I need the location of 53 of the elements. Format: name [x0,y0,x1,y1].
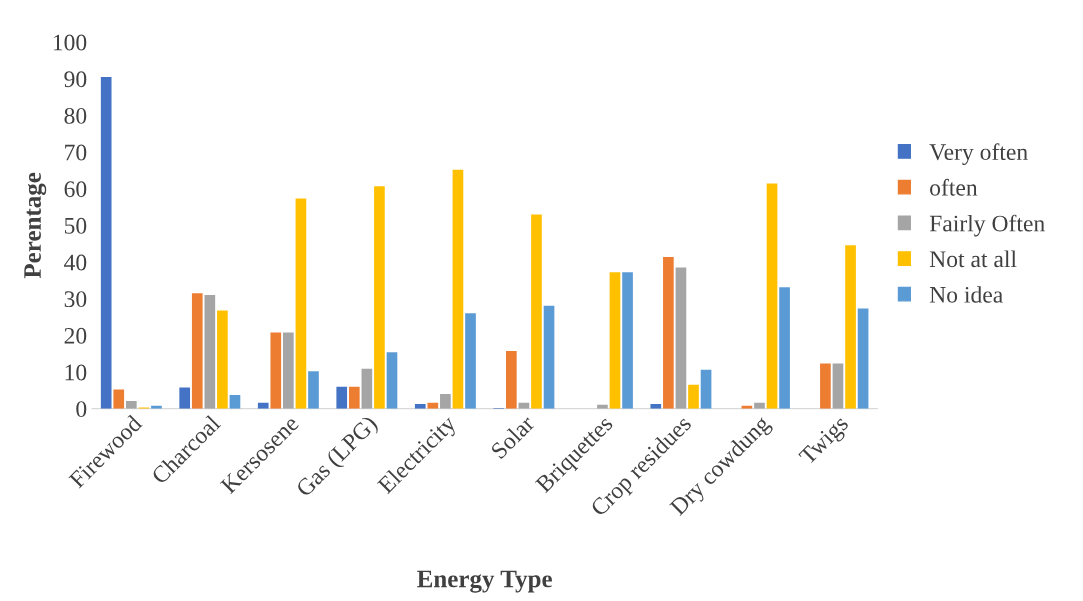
bar [113,389,125,409]
y-tick-label: 60 [64,181,87,198]
y-tick-label: 0 [76,401,87,418]
bar [845,245,856,409]
bar [295,198,307,409]
bar [465,313,476,409]
legend-label: Very often [929,143,1028,165]
bar [386,352,398,409]
bar [452,169,464,409]
bar [336,386,348,409]
bar [531,214,542,409]
bar [361,368,373,409]
bar [506,351,517,409]
legend-label: Fairly Often [929,214,1045,237]
legend-label: often [930,178,978,196]
y-tick-label: 50 [64,217,87,234]
bar [440,394,451,409]
y-tick-label: 40 [64,254,87,271]
bar [622,272,633,409]
bar [832,363,844,409]
bar [700,369,712,409]
y-tick-label: 30 [64,291,87,308]
bar [663,256,674,409]
bar [191,293,203,409]
bar [766,183,778,409]
bar [179,387,191,409]
bar [204,295,216,409]
y-tick-label: 100 [53,34,87,51]
x-axis-title: Energy Type [417,570,552,593]
bar [270,332,282,409]
bar [229,395,241,409]
bar [543,305,555,409]
bar [100,76,112,409]
y-tick-label: 10 [65,364,87,381]
bar [374,186,385,409]
bar [675,267,687,409]
bar [609,272,621,409]
bar [283,332,294,409]
y-tick-label: 20 [64,327,87,344]
y-tick-label: 90 [64,71,87,88]
bar [688,384,699,409]
y-tick-label: 70 [65,144,87,161]
legend-label: Not at all [929,250,1017,268]
bar [779,287,790,409]
y-axis-title: Perentage [24,172,47,279]
bar [857,308,869,409]
y-tick-label: 80 [64,107,87,124]
legend-label: No idea [929,286,1003,303]
bar [308,371,319,409]
bar [125,400,137,409]
bar [348,386,360,409]
bar [820,363,831,409]
bar [217,310,228,409]
